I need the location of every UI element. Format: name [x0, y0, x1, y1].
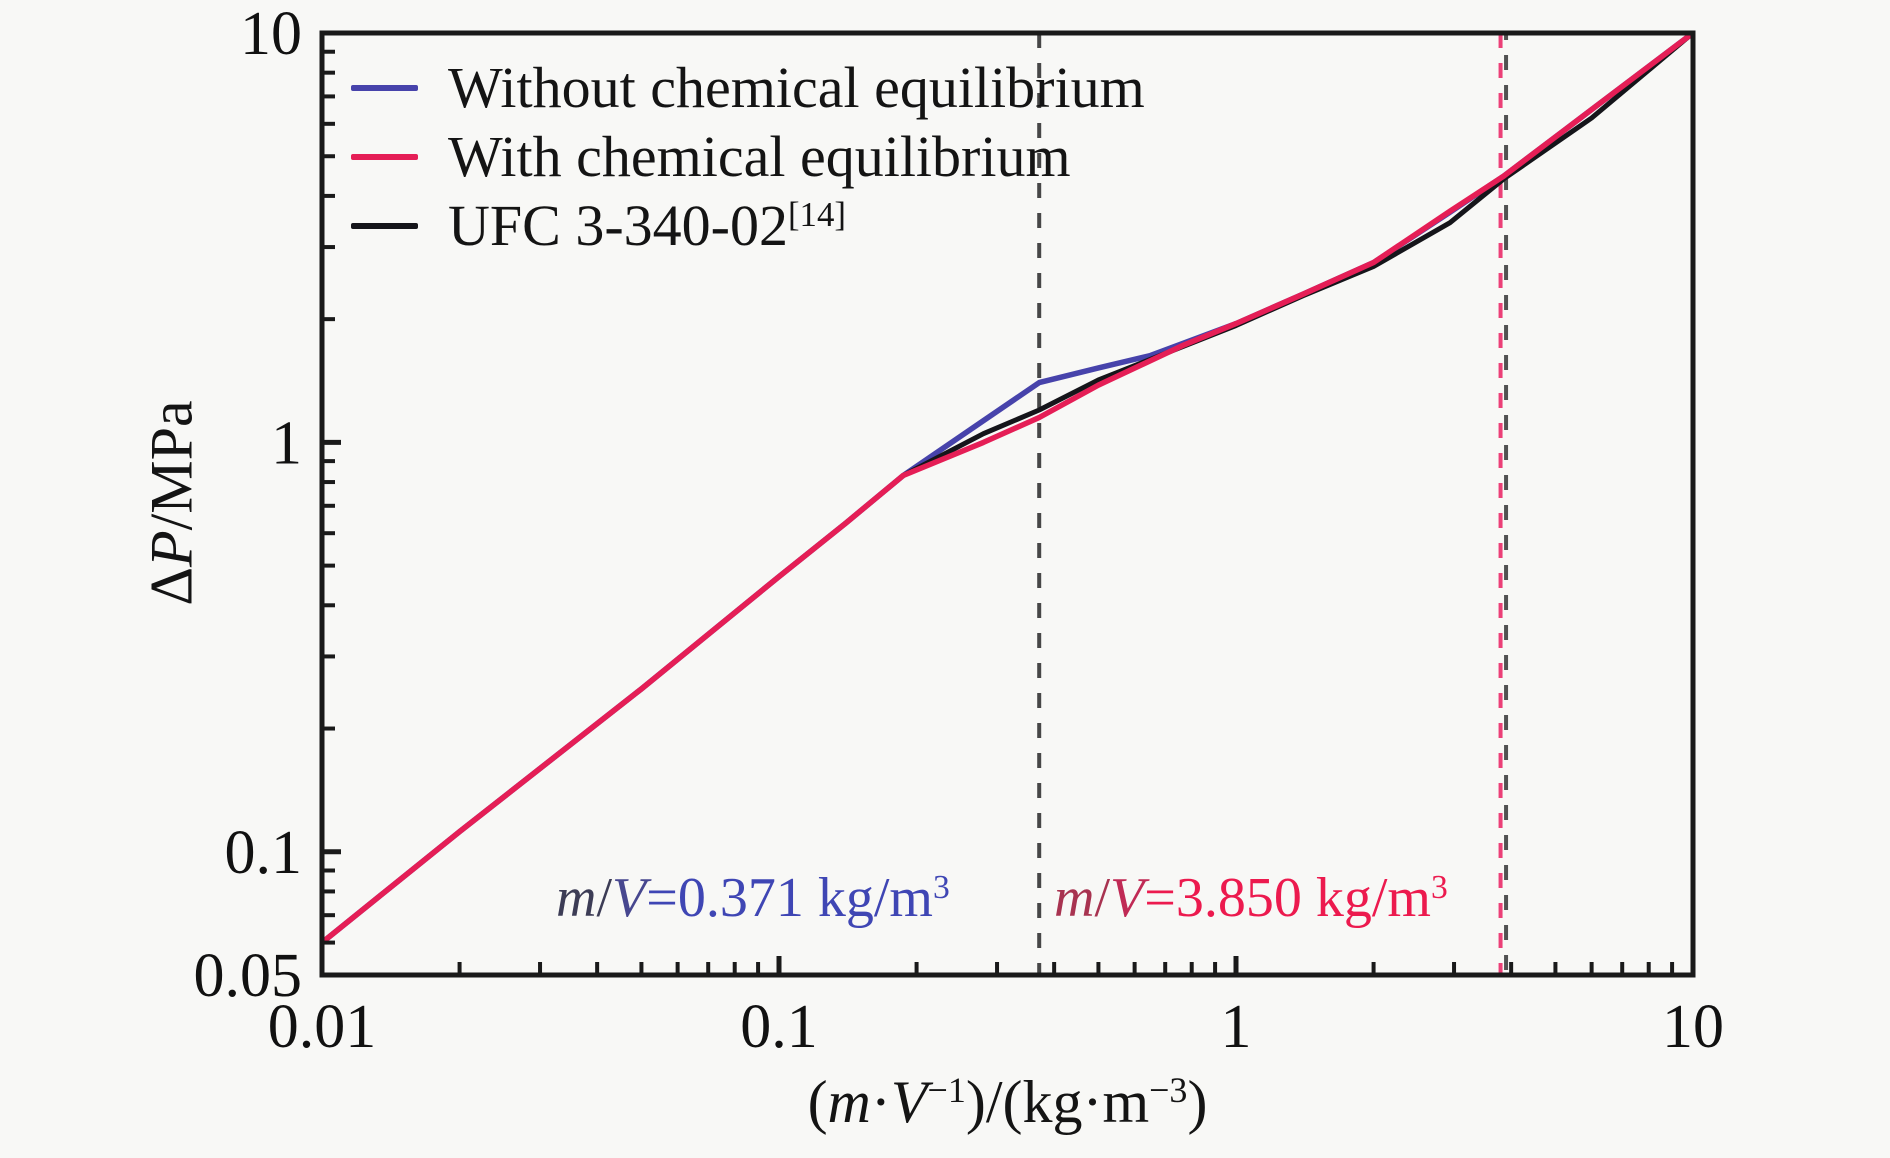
- svg-text:10: 10: [1662, 993, 1724, 1061]
- legend-swatch-line: [351, 222, 418, 229]
- svg-text:1: 1: [1221, 993, 1252, 1061]
- annotation-mv-0371: m/V=0.371 kg/m3: [556, 867, 950, 929]
- svg-text:0.05: 0.05: [194, 942, 303, 1010]
- svg-text:0.1: 0.1: [225, 819, 303, 887]
- legend-swatch-line: [351, 84, 418, 91]
- legend-item: With chemical equilibrium: [351, 122, 1145, 191]
- legend-swatch-line: [351, 153, 418, 160]
- legend-item-label: With chemical equilibrium: [448, 124, 1071, 189]
- svg-text:0.1: 0.1: [740, 993, 818, 1061]
- legend-item-label: UFC 3-340-02[14]: [448, 193, 846, 258]
- legend-item: UFC 3-340-02[14]: [351, 191, 1145, 260]
- svg-text:0.01: 0.01: [268, 993, 377, 1061]
- x-axis-title: (m·V−1)/(kg·m−3): [807, 1069, 1208, 1135]
- annotation-mv-3850: m/V=3.850 kg/m3: [1054, 867, 1448, 929]
- svg-text:10: 10: [240, 0, 302, 68]
- legend-item: Without chemical equilibrium: [351, 53, 1145, 122]
- y-axis-title: ΔP/MPa: [138, 400, 205, 606]
- legend-item-label: Without chemical equilibrium: [448, 55, 1145, 120]
- legend: Without chemical equilibrium With chemic…: [351, 53, 1145, 260]
- svg-text:1: 1: [271, 409, 302, 477]
